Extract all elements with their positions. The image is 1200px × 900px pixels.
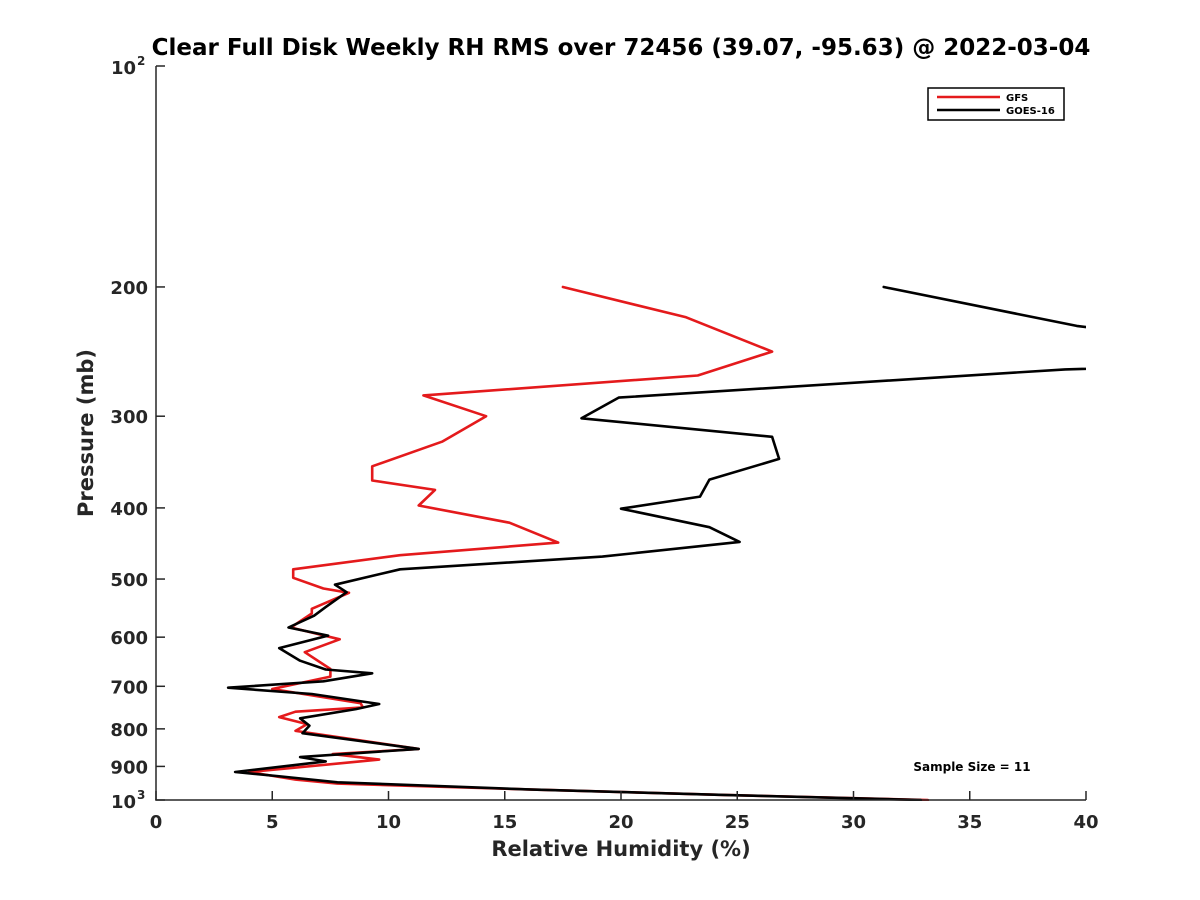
series-line-goes16 [226, 285, 1086, 801]
sample-size-annotation: Sample Size = 11 [913, 760, 1030, 774]
y-tick-label: 900 [110, 757, 148, 778]
y-tick-label: 10 [111, 792, 136, 813]
y-tick-label: 300 [110, 407, 148, 428]
x-tick-label: 0 [150, 812, 163, 833]
x-axis: 0 5 10 15 20 25 30 35 40 [150, 791, 1099, 833]
x-tick-label: 10 [376, 812, 401, 833]
y-tick-label: 800 [110, 720, 148, 741]
x-tick-label: 40 [1073, 812, 1098, 833]
x-tick-label: 5 [266, 812, 279, 833]
x-tick-label: 20 [608, 812, 633, 833]
y-tick-label: 600 [110, 628, 148, 649]
x-tick-label: 35 [957, 812, 982, 833]
y-tick-exponent: 3 [137, 788, 145, 802]
legend-box [927, 87, 1065, 121]
y-axis-label: Pressure (mb) [74, 349, 98, 517]
y-tick-exponent: 2 [137, 54, 145, 68]
y-tick-label: 10 [111, 58, 136, 79]
x-axis-label: Relative Humidity (%) [491, 837, 750, 861]
legend-label-goes16: GOES-16 [1006, 106, 1055, 117]
y-tick-label: 400 [110, 499, 148, 520]
y-tick-label: 700 [110, 677, 148, 698]
x-tick-label: 25 [725, 812, 750, 833]
y-tick-label: 500 [110, 570, 148, 591]
chart-title: Clear Full Disk Weekly RH RMS over 72456… [152, 35, 1091, 61]
y-tick-label: 200 [110, 278, 148, 299]
legend: GFS GOES-16 [927, 87, 1065, 121]
legend-label-gfs: GFS [1006, 93, 1028, 104]
x-tick-label: 30 [841, 812, 866, 833]
x-tick-label: 15 [492, 812, 517, 833]
plot-area [226, 285, 1086, 801]
